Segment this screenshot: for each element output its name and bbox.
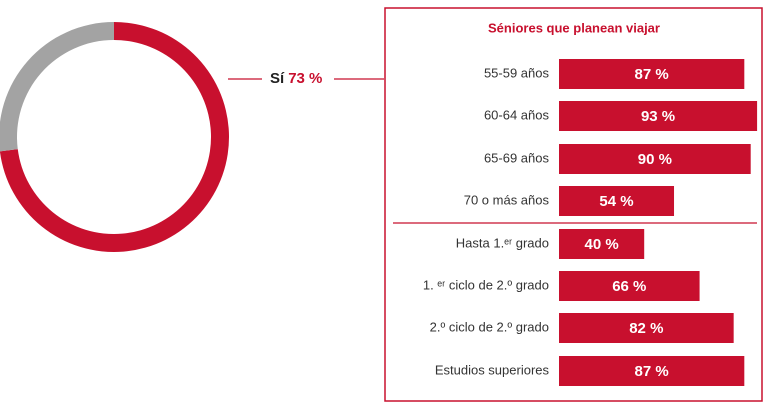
value-label: 87 %	[635, 363, 669, 380]
category-label: Hasta 1.ᵉʳ grado	[456, 235, 549, 250]
category-label: 55-59 años	[484, 65, 550, 80]
category-label: 60-64 años	[484, 107, 550, 122]
value-label: 87 %	[635, 66, 669, 83]
bar	[559, 59, 745, 89]
category-label: 2.º ciclo de 2.º grado	[430, 319, 549, 334]
category-label: 70 o más años	[464, 192, 550, 207]
value-label: 82 %	[629, 320, 663, 337]
bar	[559, 271, 700, 301]
category-label: Estudios superiores	[435, 362, 550, 377]
chart-title: Séniores que planean viajar	[488, 20, 660, 35]
value-label: 90 %	[638, 151, 672, 168]
category-label: 65-69 años	[484, 150, 550, 165]
value-label: 66 %	[612, 278, 646, 295]
bar	[559, 101, 758, 131]
category-label: Sí	[270, 70, 285, 87]
value-label: 93 %	[641, 108, 675, 125]
category-label: 1. ᵉʳ ciclo de 2.º grado	[423, 277, 549, 292]
panel	[384, 7, 763, 402]
value-label: 40 %	[584, 236, 618, 253]
value-label: 73 %	[288, 70, 322, 87]
bar	[559, 186, 675, 216]
bar	[559, 229, 645, 259]
donut-label: Sí 73 %	[270, 70, 322, 87]
bar	[559, 313, 734, 343]
bar	[559, 356, 745, 386]
bar	[559, 144, 751, 174]
donut-segment	[0, 22, 114, 152]
value-label: 54 %	[599, 193, 633, 210]
